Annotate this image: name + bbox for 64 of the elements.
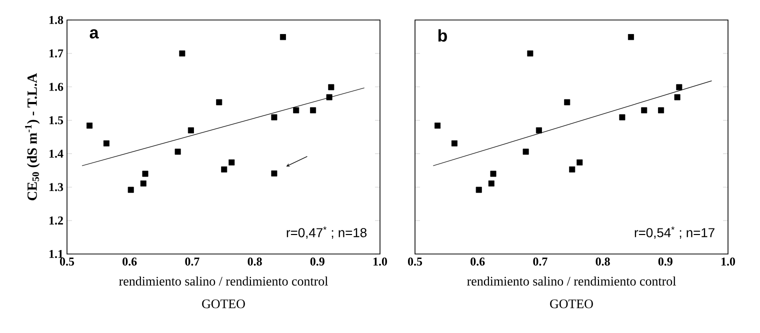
point bbox=[328, 84, 334, 90]
x-axis-title: rendimiento salino / rendimiento control bbox=[119, 276, 328, 286]
x-tick-label: 0.7 bbox=[185, 258, 200, 266]
point bbox=[271, 170, 278, 176]
x-tick-label: 0.5 bbox=[60, 258, 74, 266]
text: GOTEO bbox=[202, 300, 245, 308]
point bbox=[86, 122, 93, 129]
x-tick-label: 0.8 bbox=[596, 258, 610, 266]
point bbox=[522, 148, 529, 155]
point bbox=[271, 114, 278, 120]
x-tick-label: 0.6 bbox=[470, 258, 485, 266]
point bbox=[310, 107, 316, 114]
point bbox=[434, 122, 441, 129]
y-tick-label: 1.8 bbox=[49, 16, 64, 24]
x-tick-label: 0.9 bbox=[310, 258, 324, 266]
point bbox=[628, 34, 634, 40]
point bbox=[188, 127, 194, 134]
point bbox=[564, 99, 570, 106]
x-tick-label: 0.8 bbox=[248, 258, 262, 266]
x-axis-title: rendimiento salino / rendimiento control bbox=[467, 276, 676, 286]
point bbox=[326, 94, 332, 100]
point bbox=[142, 170, 148, 177]
x-tick-label: 0.7 bbox=[533, 258, 548, 266]
y-axis-title: CE$_{50}$ (dS m$^{-1}$) - T.L.A bbox=[25, 73, 40, 200]
chart-title: b bbox=[438, 29, 447, 42]
y-tick-label: 1.2 bbox=[49, 216, 63, 225]
point bbox=[103, 140, 110, 146]
point bbox=[174, 148, 181, 155]
point bbox=[576, 159, 583, 166]
x-tick-label: 0.9 bbox=[658, 258, 672, 266]
point bbox=[641, 107, 648, 114]
point bbox=[490, 170, 496, 177]
point bbox=[527, 50, 534, 56]
y-tick-label: 1.5 bbox=[49, 116, 64, 124]
y-tick-label: 1.4 bbox=[49, 150, 64, 158]
annotation: r=0,47$^{*}$ ; n=18 bbox=[286, 226, 367, 239]
annotation: r=0,54$^{*}$ ; n=17 bbox=[634, 226, 714, 239]
point bbox=[179, 50, 186, 56]
point bbox=[536, 127, 542, 134]
point bbox=[221, 166, 228, 172]
point bbox=[128, 186, 134, 193]
point bbox=[280, 34, 286, 40]
x-tick-label: 0.5 bbox=[408, 258, 422, 266]
point bbox=[674, 94, 680, 100]
point bbox=[228, 159, 235, 166]
point bbox=[658, 107, 664, 114]
point bbox=[569, 166, 576, 172]
point bbox=[488, 180, 494, 186]
point bbox=[293, 107, 300, 114]
point bbox=[476, 186, 482, 193]
point bbox=[140, 180, 146, 186]
y-tick-label: 1.7 bbox=[49, 49, 64, 58]
point bbox=[619, 114, 626, 120]
point bbox=[676, 84, 682, 90]
x-tick-label: 1.0 bbox=[373, 258, 388, 266]
y-tick-label: 1.1 bbox=[49, 250, 63, 258]
x-tick-label: 1.0 bbox=[721, 258, 736, 266]
y-tick-label: 1.3 bbox=[49, 183, 64, 192]
chart-title: a bbox=[90, 29, 99, 39]
y-tick-label: 1.6 bbox=[49, 82, 64, 91]
point bbox=[216, 99, 222, 106]
text: GOTEO bbox=[550, 300, 593, 308]
point bbox=[451, 140, 458, 146]
x-tick-label: 0.6 bbox=[122, 258, 137, 266]
